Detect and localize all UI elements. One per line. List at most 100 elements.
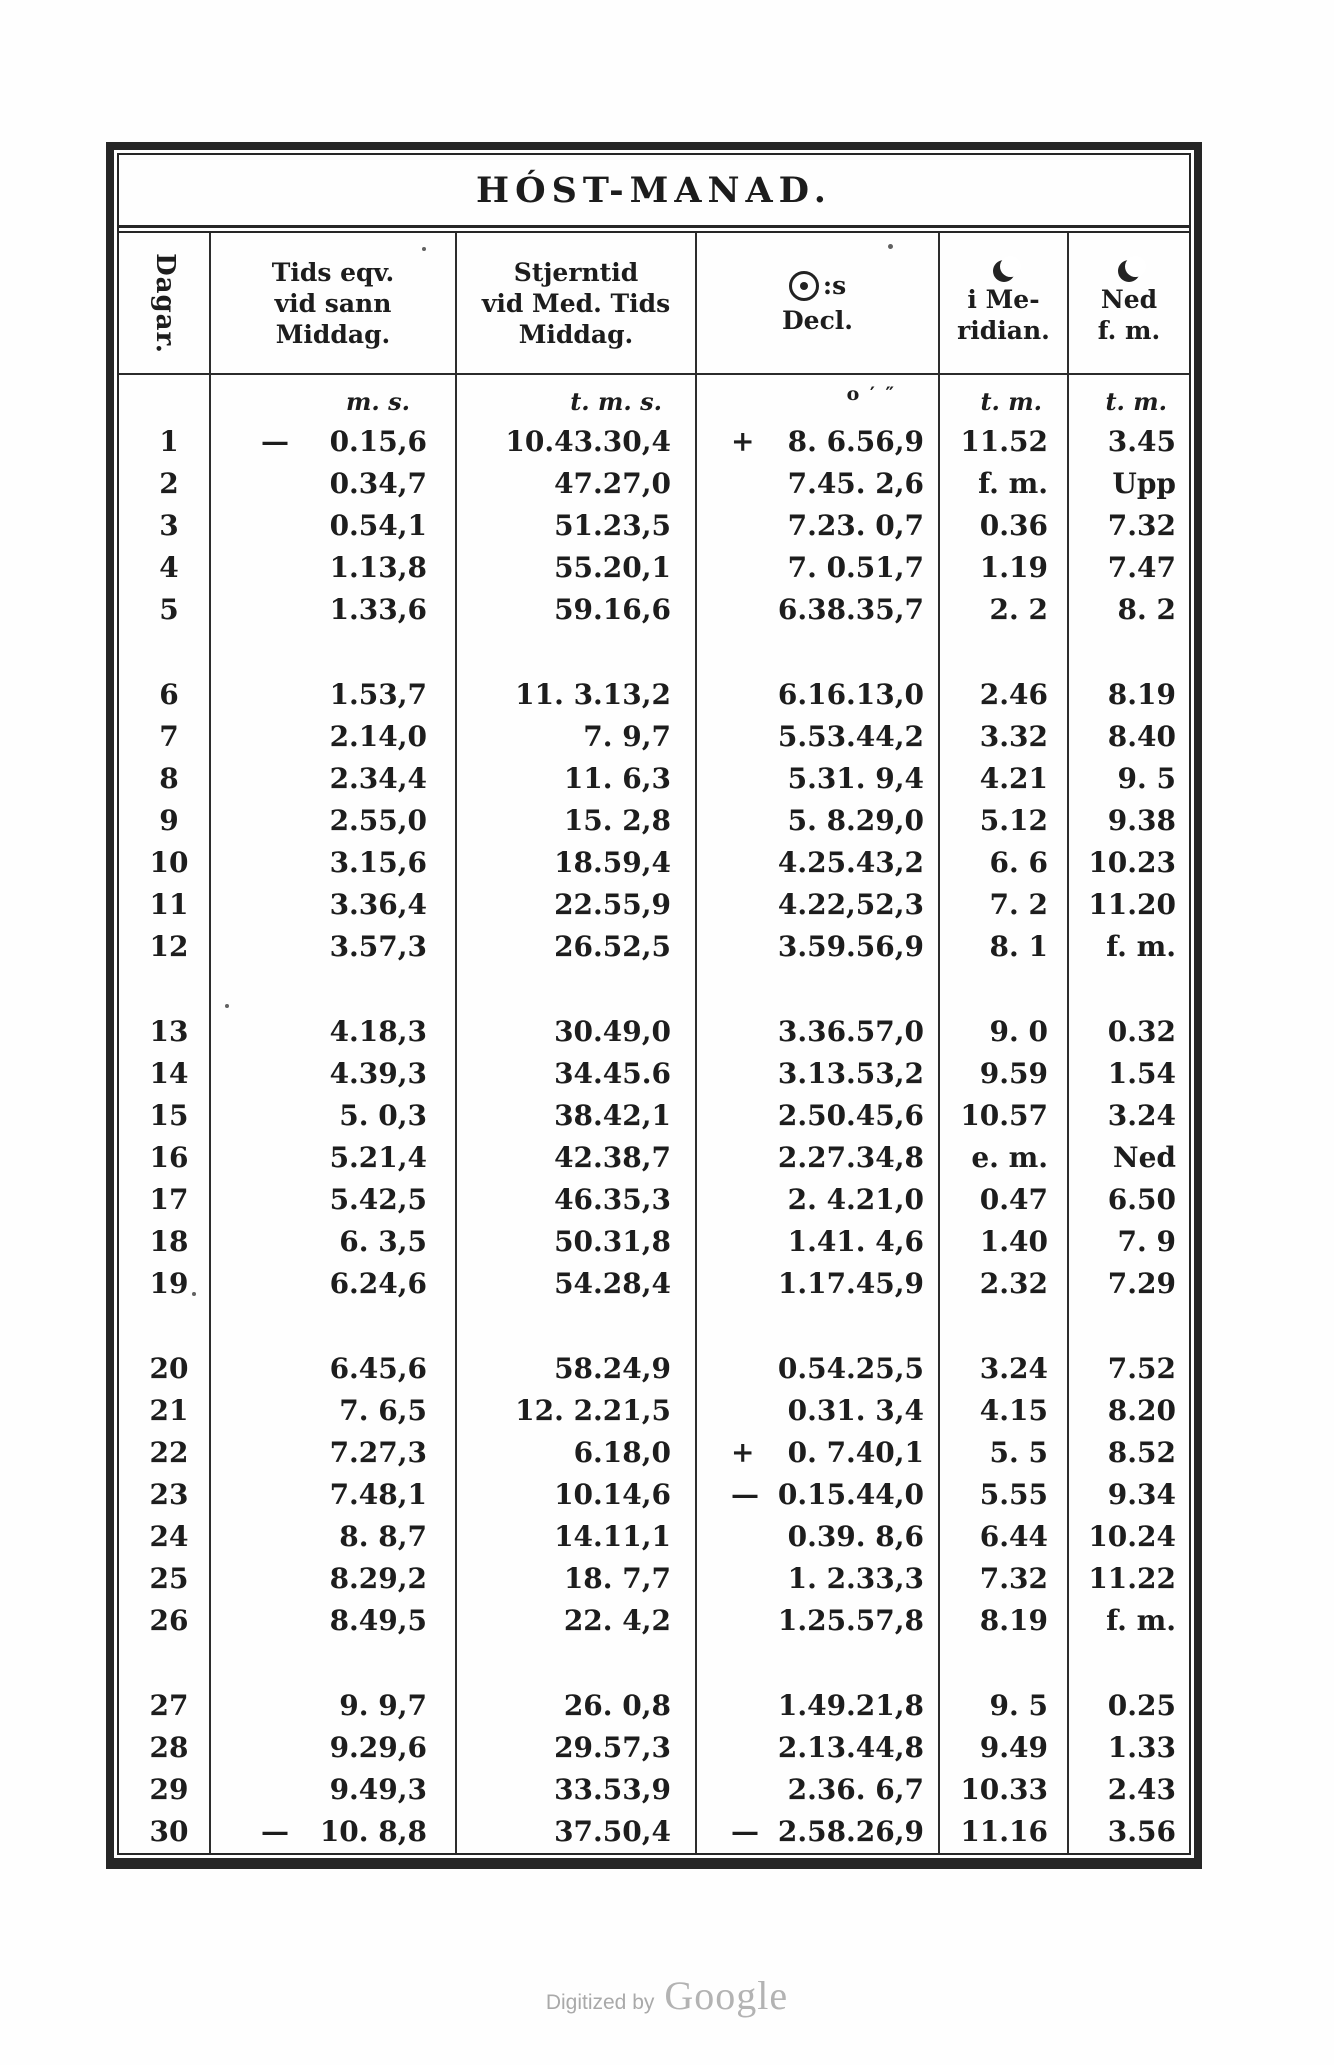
- value: 6.24,6: [329, 1267, 427, 1300]
- value: 18. 7,7: [563, 1562, 671, 1595]
- value: 3.59.56,9: [777, 930, 924, 963]
- ned-cell: 9. 5: [1067, 758, 1189, 800]
- value: 8.19: [1107, 678, 1176, 711]
- gap-cell: [695, 968, 938, 1011]
- value: 26.52,5: [554, 930, 671, 963]
- day-cell: 8: [159, 762, 179, 795]
- meridian-cell: 3.32: [938, 716, 1067, 758]
- table-inner-border: HÓST-MANAD. Dagar. Tids eqv. vid sann Mi…: [117, 153, 1191, 1855]
- value: 42.38,7: [554, 1141, 671, 1174]
- day-cell: 13: [149, 1015, 189, 1048]
- sign: —: [261, 425, 289, 458]
- value: 0.15,6: [329, 425, 427, 458]
- decl-cell: 2.27.34,8: [695, 1137, 938, 1179]
- ned-cell: f. m.: [1067, 926, 1189, 968]
- tids-eqv-cell: 5.42,5: [209, 1179, 455, 1221]
- table-row: 11 3.36,4 22.55,9 4.22,52,3 7. 2 11.20: [119, 884, 1189, 926]
- value: 8.29,2: [329, 1562, 427, 1595]
- value: 50.31,8: [554, 1225, 671, 1258]
- meridian-cell: 0.36: [938, 505, 1067, 547]
- ned-cell: 8.40: [1067, 716, 1189, 758]
- gap-cell: [695, 1642, 938, 1685]
- value: 1.33: [1107, 1731, 1176, 1764]
- value: 3.32: [979, 720, 1048, 753]
- moon-icon: [992, 256, 1021, 282]
- ned-cell: 1.33: [1067, 1727, 1189, 1769]
- value: 26. 0,8: [563, 1689, 671, 1722]
- ned-cell: 10.24: [1067, 1516, 1189, 1558]
- gap-cell: [455, 1642, 695, 1685]
- day-cell: 23: [149, 1478, 189, 1511]
- unit-decl: o ′ ″: [695, 375, 938, 421]
- meridian-cell: 2. 2: [938, 589, 1067, 631]
- decl-cell: 2.50.45,6: [695, 1095, 938, 1137]
- tids-eqv-cell: 3.36,4: [209, 884, 455, 926]
- value: 59.16,6: [554, 593, 671, 626]
- ned-cell: 8.20: [1067, 1390, 1189, 1432]
- decl-cell: 3.13.53,2: [695, 1053, 938, 1095]
- value: 2.58.26,9: [777, 1815, 924, 1848]
- gap-cell: [455, 631, 695, 674]
- meridian-cell: 4.21: [938, 758, 1067, 800]
- gap-cell: [938, 968, 1067, 1011]
- value: 6.16.13,0: [777, 678, 924, 711]
- meridian-cell: 11.52: [938, 421, 1067, 463]
- meridian-cell: 4.15: [938, 1390, 1067, 1432]
- value: 29.57,3: [554, 1731, 671, 1764]
- value: 51.23,5: [554, 509, 671, 542]
- value: 1.41. 4,6: [787, 1225, 924, 1258]
- value: 6. 6: [989, 846, 1048, 879]
- decl-cell: 1.41. 4,6: [695, 1221, 938, 1263]
- value: 8. 8,7: [339, 1520, 427, 1553]
- value: 0.25: [1107, 1689, 1176, 1722]
- value: 9.59: [979, 1057, 1048, 1090]
- stjerntid-cell: 22.55,9: [455, 884, 695, 926]
- gap-cell: [695, 1305, 938, 1348]
- table-row: 9 2.55,0 15. 2,8 5. 8.29,0 5.12 9.38: [119, 800, 1189, 842]
- value: 9.34: [1107, 1478, 1176, 1511]
- table-row: 21 7. 6,5 12. 2.21,5 0.31. 3,4 4.15 8.20: [119, 1390, 1189, 1432]
- units-row: m. s. t. m. s. o ′ ″ t. m. t. m.: [119, 375, 1189, 421]
- decl-cell: +0. 7.40,1: [695, 1432, 938, 1474]
- day-cell: 18: [149, 1225, 189, 1258]
- table-row: 18 6. 3,5 50.31,8 1.41. 4,6 1.40 7. 9: [119, 1221, 1189, 1263]
- decl-cell: 7. 0.51,7: [695, 547, 938, 589]
- gap-cell: [1067, 968, 1189, 1011]
- value: 7.23. 0,7: [787, 509, 924, 542]
- value: 7. 2: [989, 888, 1048, 921]
- meridian-cell: 5. 5: [938, 1432, 1067, 1474]
- value: 1.25.57,8: [777, 1604, 924, 1637]
- tids-eqv-cell: 9.49,3: [209, 1769, 455, 1811]
- value: 7. 0.51,7: [787, 551, 924, 584]
- value: 4.21: [979, 762, 1048, 795]
- meridian-cell: 2.46: [938, 674, 1067, 716]
- stjerntid-cell: 46.35,3: [455, 1179, 695, 1221]
- stjerntid-cell: 42.38,7: [455, 1137, 695, 1179]
- day-cell: 30: [149, 1815, 189, 1848]
- value: 5.42,5: [329, 1183, 427, 1216]
- header-sun-decl: :s Decl.: [695, 233, 938, 373]
- table-row: 2 0.34,7 47.27,0 7.45. 2,6 f. m. Upp: [119, 463, 1189, 505]
- value: 7. 9: [1117, 1225, 1176, 1258]
- ned-cell: f. m.: [1067, 1600, 1189, 1642]
- stjerntid-cell: 11. 3.13,2: [455, 674, 695, 716]
- header-stjerntid: Stjerntid vid Med. Tids Middag.: [455, 233, 695, 373]
- table-row: 26 8.49,5 22. 4,2 1.25.57,8 8.19 f. m.: [119, 1600, 1189, 1642]
- value: 6.50: [1107, 1183, 1176, 1216]
- header-line: vid sann: [274, 288, 392, 318]
- gap-cell: [119, 1305, 209, 1348]
- tids-eqv-cell: 8. 8,7: [209, 1516, 455, 1558]
- meridian-cell: 9.49: [938, 1727, 1067, 1769]
- value: 58.24,9: [554, 1352, 671, 1385]
- value: 2. 4.21,0: [787, 1183, 924, 1216]
- tids-eqv-cell: 2.34,4: [209, 758, 455, 800]
- value: 11.16: [960, 1815, 1048, 1848]
- value: 1.49.21,8: [777, 1689, 924, 1722]
- value: 37.50,4: [554, 1815, 671, 1848]
- table-row: 19 6.24,6 54.28,4 1.17.45,9 2.32 7.29: [119, 1263, 1189, 1305]
- table-row: 17 5.42,5 46.35,3 2. 4.21,0 0.47 6.50: [119, 1179, 1189, 1221]
- meridian-cell: 3.24: [938, 1348, 1067, 1390]
- gap-cell: [938, 1642, 1067, 1685]
- value: 3.45: [1107, 425, 1176, 458]
